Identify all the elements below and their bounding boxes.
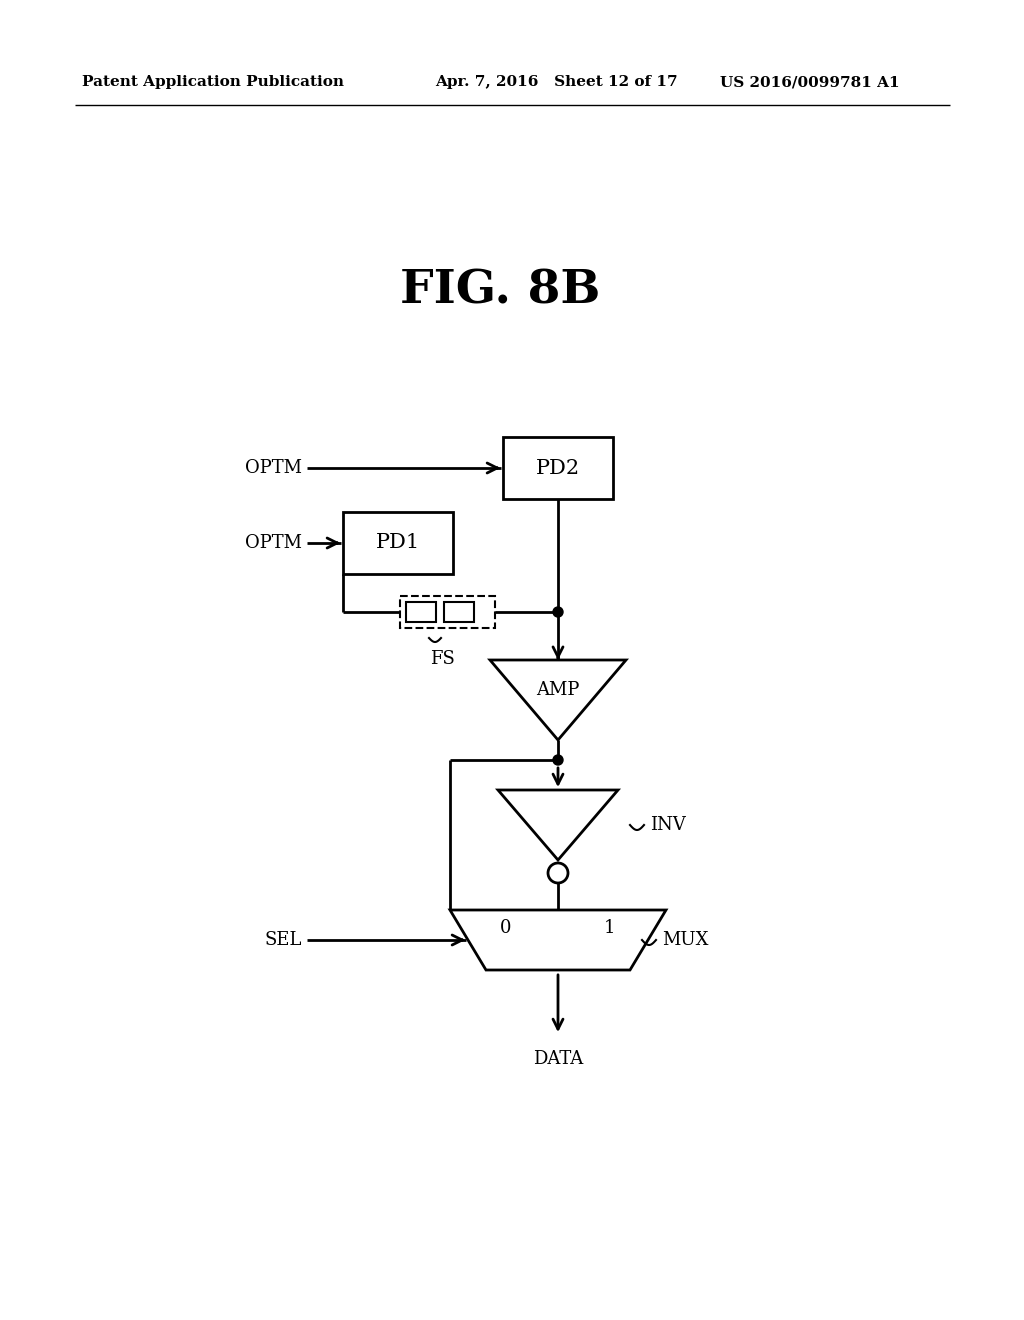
Text: FS: FS <box>429 649 455 668</box>
Text: 0: 0 <box>501 919 512 937</box>
Text: PD2: PD2 <box>536 458 580 478</box>
Text: MUX: MUX <box>662 931 709 949</box>
Circle shape <box>548 863 568 883</box>
Bar <box>406 602 435 622</box>
Bar <box>399 597 495 628</box>
Polygon shape <box>450 909 666 970</box>
Bar <box>343 512 453 574</box>
Text: Apr. 7, 2016   Sheet 12 of 17: Apr. 7, 2016 Sheet 12 of 17 <box>435 75 678 88</box>
Text: US 2016/0099781 A1: US 2016/0099781 A1 <box>720 75 900 88</box>
Bar <box>443 602 473 622</box>
Text: PD1: PD1 <box>376 533 420 553</box>
Text: AMP: AMP <box>537 681 580 700</box>
Circle shape <box>553 755 563 766</box>
Text: INV: INV <box>650 816 686 834</box>
Circle shape <box>553 607 563 616</box>
Text: OPTM: OPTM <box>245 535 302 552</box>
Text: FIG. 8B: FIG. 8B <box>399 267 600 313</box>
Text: DATA: DATA <box>532 1049 583 1068</box>
Polygon shape <box>498 789 618 861</box>
Text: Patent Application Publication: Patent Application Publication <box>82 75 344 88</box>
Text: 1: 1 <box>604 919 615 937</box>
Text: SEL: SEL <box>264 931 302 949</box>
Text: OPTM: OPTM <box>245 459 302 477</box>
Bar <box>503 437 613 499</box>
Polygon shape <box>490 660 626 741</box>
